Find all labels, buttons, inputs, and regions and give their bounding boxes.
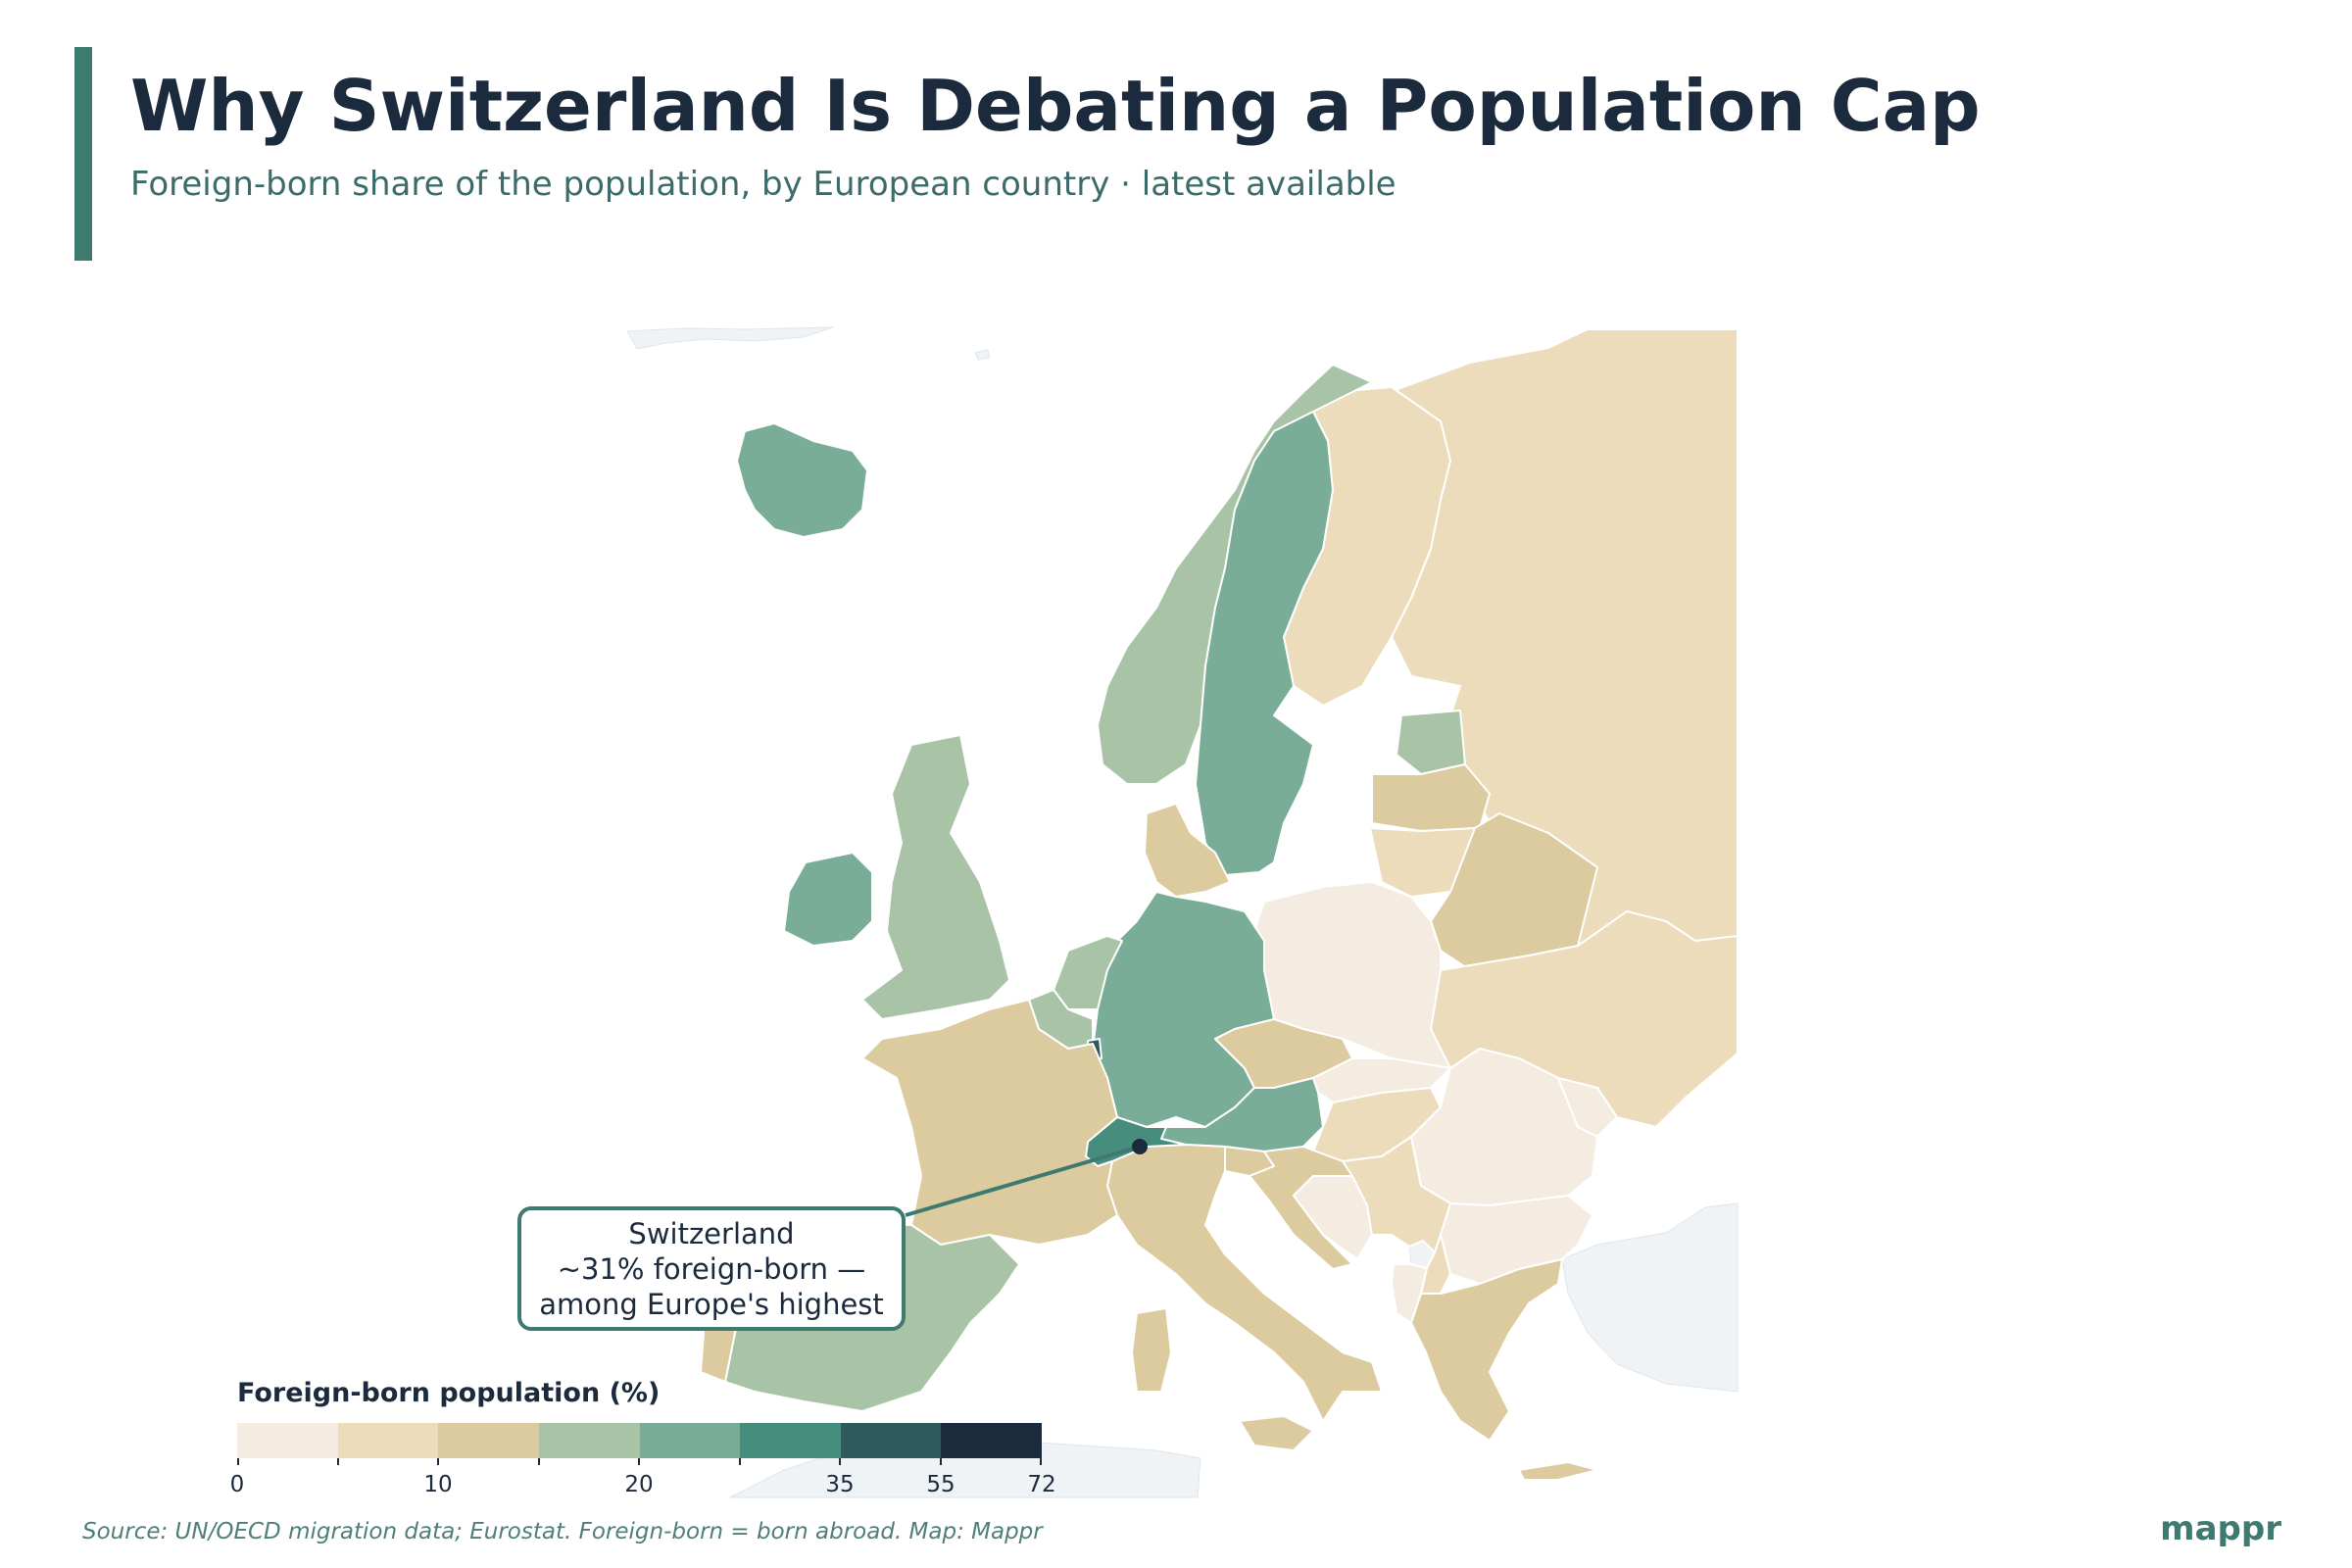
country-united-kingdom [861, 734, 1010, 1020]
legend-label: 10 [423, 1472, 453, 1497]
callout-line-share: ~31% foreign-born — [557, 1251, 866, 1286]
country-denmark [1144, 803, 1231, 898]
region-svalbard [974, 349, 991, 361]
country-serbia [1342, 1136, 1451, 1253]
legend-title: Foreign-born population (%) [237, 1378, 661, 1408]
legend-ticks [237, 1458, 1042, 1466]
callout-line-country: Switzerland [628, 1216, 795, 1250]
brand-logo: mappr [2160, 1509, 2281, 1548]
region-greenland [626, 326, 834, 350]
legend-bin [639, 1423, 741, 1458]
country-latvia [1371, 763, 1491, 832]
legend-tick [538, 1458, 540, 1465]
legend-tick [839, 1458, 841, 1465]
legend-tick [940, 1458, 942, 1465]
country-estonia [1396, 710, 1466, 775]
legend-tick [437, 1458, 439, 1465]
country-greece [1410, 1258, 1563, 1442]
country-italy [1106, 1144, 1383, 1422]
legend-label: 35 [825, 1472, 855, 1497]
legend-bin [740, 1423, 841, 1458]
legend-tick [337, 1458, 339, 1465]
legend-bin [337, 1423, 439, 1458]
region-turkey [1561, 1202, 1739, 1393]
legend-label: 72 [1027, 1472, 1056, 1497]
legend-tick [739, 1458, 741, 1465]
country-greece-crete [1518, 1461, 1598, 1481]
legend-tick [237, 1458, 239, 1465]
source-note: Source: UN/OECD migration data; Eurostat… [82, 1519, 1043, 1544]
legend-bin [941, 1423, 1042, 1458]
country-france [861, 999, 1118, 1246]
switzerland-marker [1132, 1139, 1148, 1154]
legend-bin [538, 1423, 640, 1458]
switzerland-callout-box: Switzerland ~31% foreign-born — among Eu… [517, 1206, 906, 1331]
callout-leader-line [905, 1145, 1141, 1217]
page-subtitle: Foreign-born share of the population, by… [130, 165, 1396, 204]
country-ireland [783, 852, 873, 947]
legend-bin [438, 1423, 539, 1458]
switzerland-callout [905, 1139, 1148, 1217]
country-germany [1092, 891, 1275, 1128]
country-sweden [1195, 411, 1334, 876]
legend-label: 0 [229, 1472, 245, 1497]
legend-bin [840, 1423, 942, 1458]
legend-tick [1040, 1458, 1042, 1465]
legend-label: 20 [624, 1472, 654, 1497]
country-italy-sicily [1239, 1415, 1314, 1451]
legend-bin [237, 1423, 338, 1458]
accent-bar [74, 47, 92, 261]
country-italy-sardinia [1131, 1307, 1172, 1393]
legend-label: 55 [926, 1472, 956, 1497]
country-shapes [700, 328, 1739, 1481]
legend-tick [638, 1458, 640, 1465]
page-title: Why Switzerland Is Debating a Population… [130, 65, 1981, 147]
legend-color-bar [237, 1423, 1042, 1458]
callout-line-rank: among Europe's highest [539, 1287, 884, 1321]
country-iceland [736, 422, 868, 538]
